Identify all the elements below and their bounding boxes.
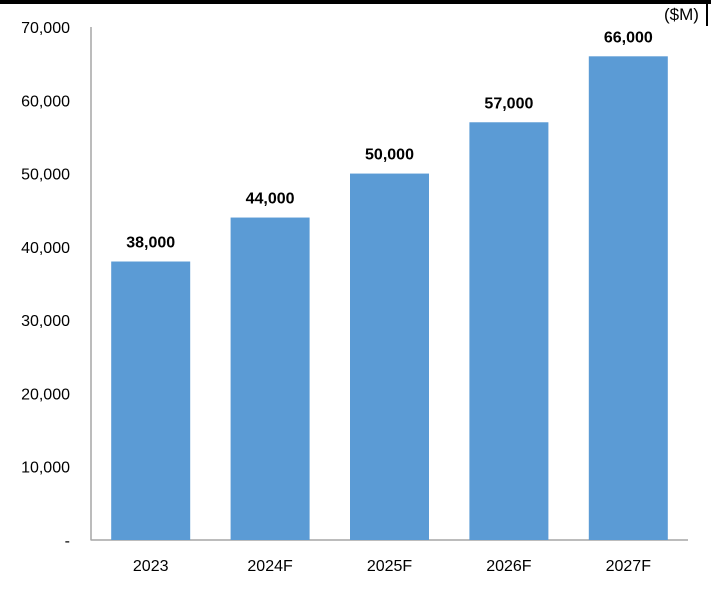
bar-data-label: 66,000: [604, 29, 653, 46]
y-tick-label: 30,000: [21, 313, 70, 330]
x-tick-label: 2024F: [247, 558, 293, 575]
top-border-rule: [0, 0, 711, 4]
x-tick-label: 2026F: [486, 558, 532, 575]
y-tick-label: 60,000: [21, 93, 70, 110]
x-tick-label: 2025F: [367, 558, 413, 575]
bar: [111, 261, 191, 540]
bar-data-label: 38,000: [126, 235, 175, 252]
right-border-rule: [706, 0, 708, 26]
y-tick-label: 10,000: [21, 460, 70, 477]
y-tick-label: 70,000: [21, 20, 70, 37]
bar: [469, 122, 549, 541]
x-tick-label: 2027F: [606, 558, 652, 575]
bar: [350, 173, 429, 541]
bar-data-label: 50,000: [365, 147, 414, 164]
bar: [588, 56, 668, 541]
y-tick-label: 20,000: [21, 386, 70, 403]
x-tick-label: 2023: [133, 558, 169, 575]
bar: [230, 217, 310, 541]
bar-data-label: 44,000: [246, 191, 295, 208]
unit-label: ($M): [664, 5, 699, 24]
y-tick-label: 40,000: [21, 240, 70, 257]
y-tick-label: -: [65, 533, 70, 550]
y-tick-label: 50,000: [21, 167, 70, 184]
bar-data-label: 57,000: [484, 95, 533, 112]
